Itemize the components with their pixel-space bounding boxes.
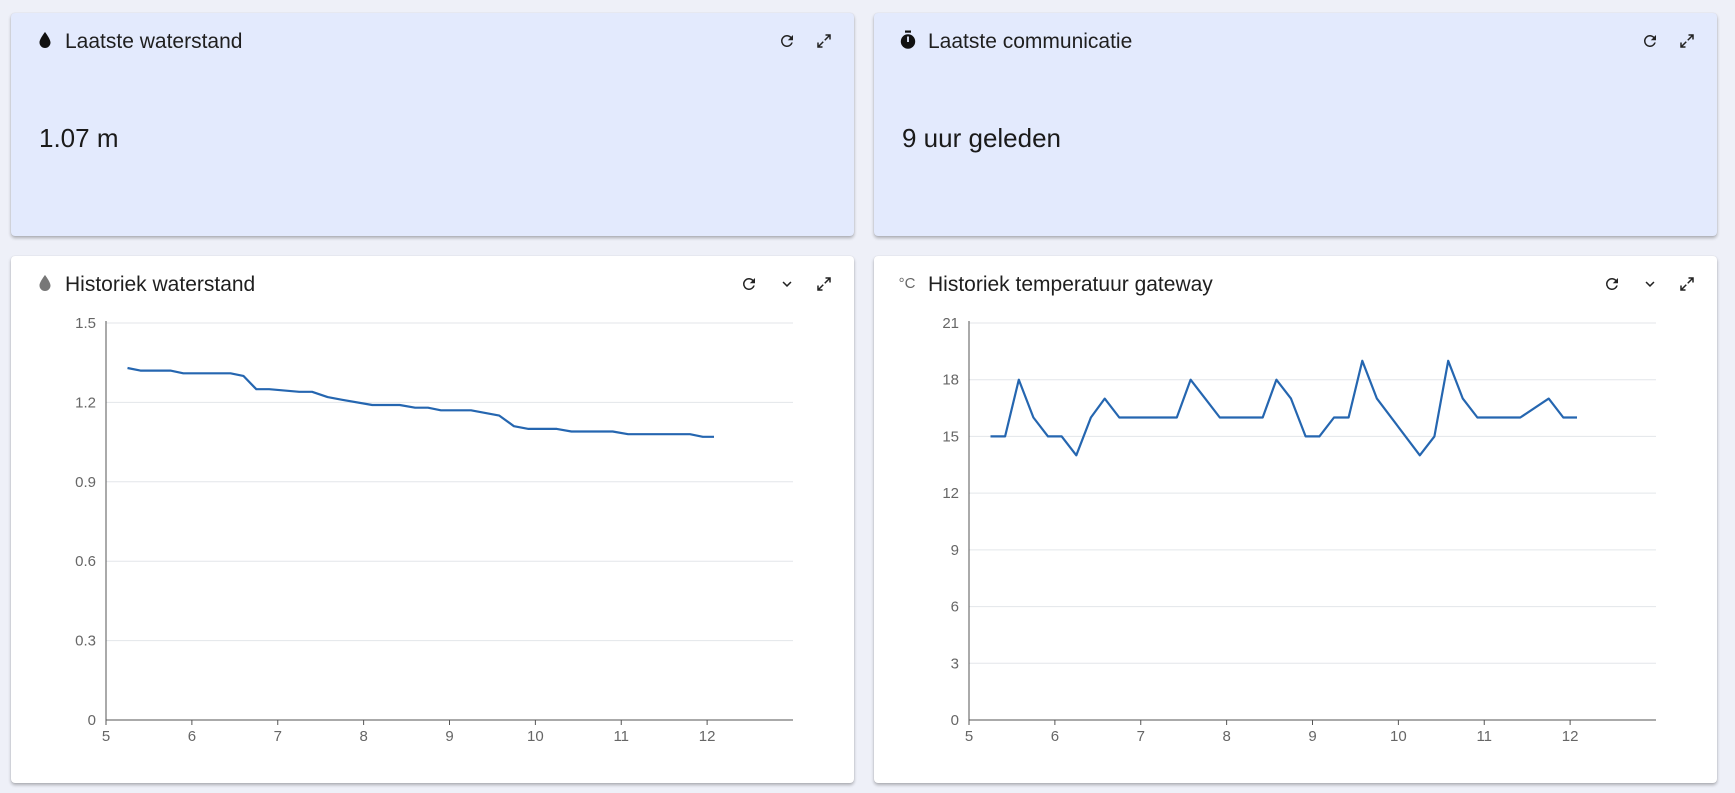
fullscreen-button[interactable] (812, 272, 836, 296)
x-tick-label: 12 (1562, 728, 1579, 745)
refresh-button[interactable] (775, 29, 799, 53)
card-header: Laatste waterstand (11, 13, 854, 69)
x-tick-label: 8 (1222, 728, 1230, 745)
x-tick-label: 9 (445, 728, 453, 745)
y-tick-label: 0.3 (75, 633, 96, 650)
fullscreen-button[interactable] (1675, 29, 1699, 53)
water-level-value: 1.07 m (39, 123, 119, 153)
water-drop-icon (36, 273, 54, 293)
refresh-icon (1643, 34, 1656, 47)
y-tick-label: 0.6 (75, 553, 96, 570)
last-water-level-card: Laatste waterstand 1.07 m (11, 13, 854, 236)
expand-icon (1680, 34, 1694, 48)
y-tick-label: 0 (88, 712, 96, 729)
y-tick-label: 3 (951, 655, 959, 672)
water-level-history-card: Historiek waterstand 0 0.3 0.6 0.9 1.2 1.5 5 6 7… (11, 256, 854, 783)
x-tick-label: 11 (1476, 728, 1492, 745)
x-tick-label: 9 (1308, 728, 1316, 745)
x-tick-label: 8 (359, 728, 367, 745)
collapse-button[interactable] (1638, 272, 1662, 296)
y-tick-label: 0.9 (75, 474, 96, 491)
stopwatch-icon (899, 30, 917, 50)
x-tick-label: 7 (1137, 728, 1145, 745)
y-tick-label: 18 (942, 372, 959, 389)
refresh-icon (780, 34, 793, 47)
fullscreen-button[interactable] (812, 29, 836, 53)
card-header: Historiek waterstand (11, 256, 854, 312)
x-tick-label: 6 (188, 728, 196, 745)
expand-icon (817, 34, 831, 48)
y-tick-label: 1.5 (75, 315, 96, 332)
card-title: Historiek temperatuur gateway (928, 273, 1213, 296)
y-tick-label: 12 (942, 485, 959, 502)
x-tick-label: 10 (527, 728, 544, 745)
y-tick-label: 0 (951, 712, 959, 729)
celsius-icon: °C (898, 274, 916, 292)
card-title: Laatste communicatie (928, 30, 1133, 53)
last-communication-value: 9 uur geleden (902, 123, 1062, 153)
water-level-chart: 0 0.3 0.6 0.9 1.2 1.5 5 6 7 8 9 10 11 12 (75, 315, 793, 745)
expand-icon (1680, 277, 1694, 291)
series-line (990, 359, 1577, 457)
chevron-down-icon (1645, 281, 1655, 287)
temperature-chart: 0 3 6 9 12 15 18 21 5 6 7 8 9 10 11 12 (942, 315, 1656, 745)
x-tick-label: 5 (102, 728, 110, 745)
fullscreen-button[interactable] (1675, 272, 1699, 296)
y-tick-label: 9 (951, 542, 959, 559)
expand-icon (817, 277, 831, 291)
y-tick-label: 1.2 (75, 394, 96, 411)
y-tick-label: 21 (942, 315, 959, 332)
series-line (127, 366, 714, 438)
x-tick-label: 5 (965, 728, 973, 745)
chevron-down-icon (782, 281, 792, 287)
water-drop-icon (36, 30, 54, 50)
card-title: Historiek waterstand (65, 273, 256, 296)
y-tick-label: 6 (951, 599, 959, 616)
collapse-button[interactable] (775, 272, 799, 296)
gateway-temperature-history-card: °C Historiek temperatuur gateway 0 3 6 9 12 1… (874, 256, 1717, 783)
x-tick-label: 11 (613, 728, 629, 745)
last-communication-card: Laatste communicatie 9 uur geleden (874, 13, 1717, 236)
x-tick-label: 12 (699, 728, 716, 745)
x-tick-label: 10 (1390, 728, 1407, 745)
card-header: °C Historiek temperatuur gateway (874, 256, 1717, 312)
y-tick-label: 15 (942, 428, 959, 445)
refresh-button[interactable] (1638, 29, 1662, 53)
x-tick-label: 6 (1051, 728, 1059, 745)
x-tick-label: 7 (274, 728, 282, 745)
card-header: Laatste communicatie (874, 13, 1717, 69)
card-title: Laatste waterstand (65, 30, 243, 53)
